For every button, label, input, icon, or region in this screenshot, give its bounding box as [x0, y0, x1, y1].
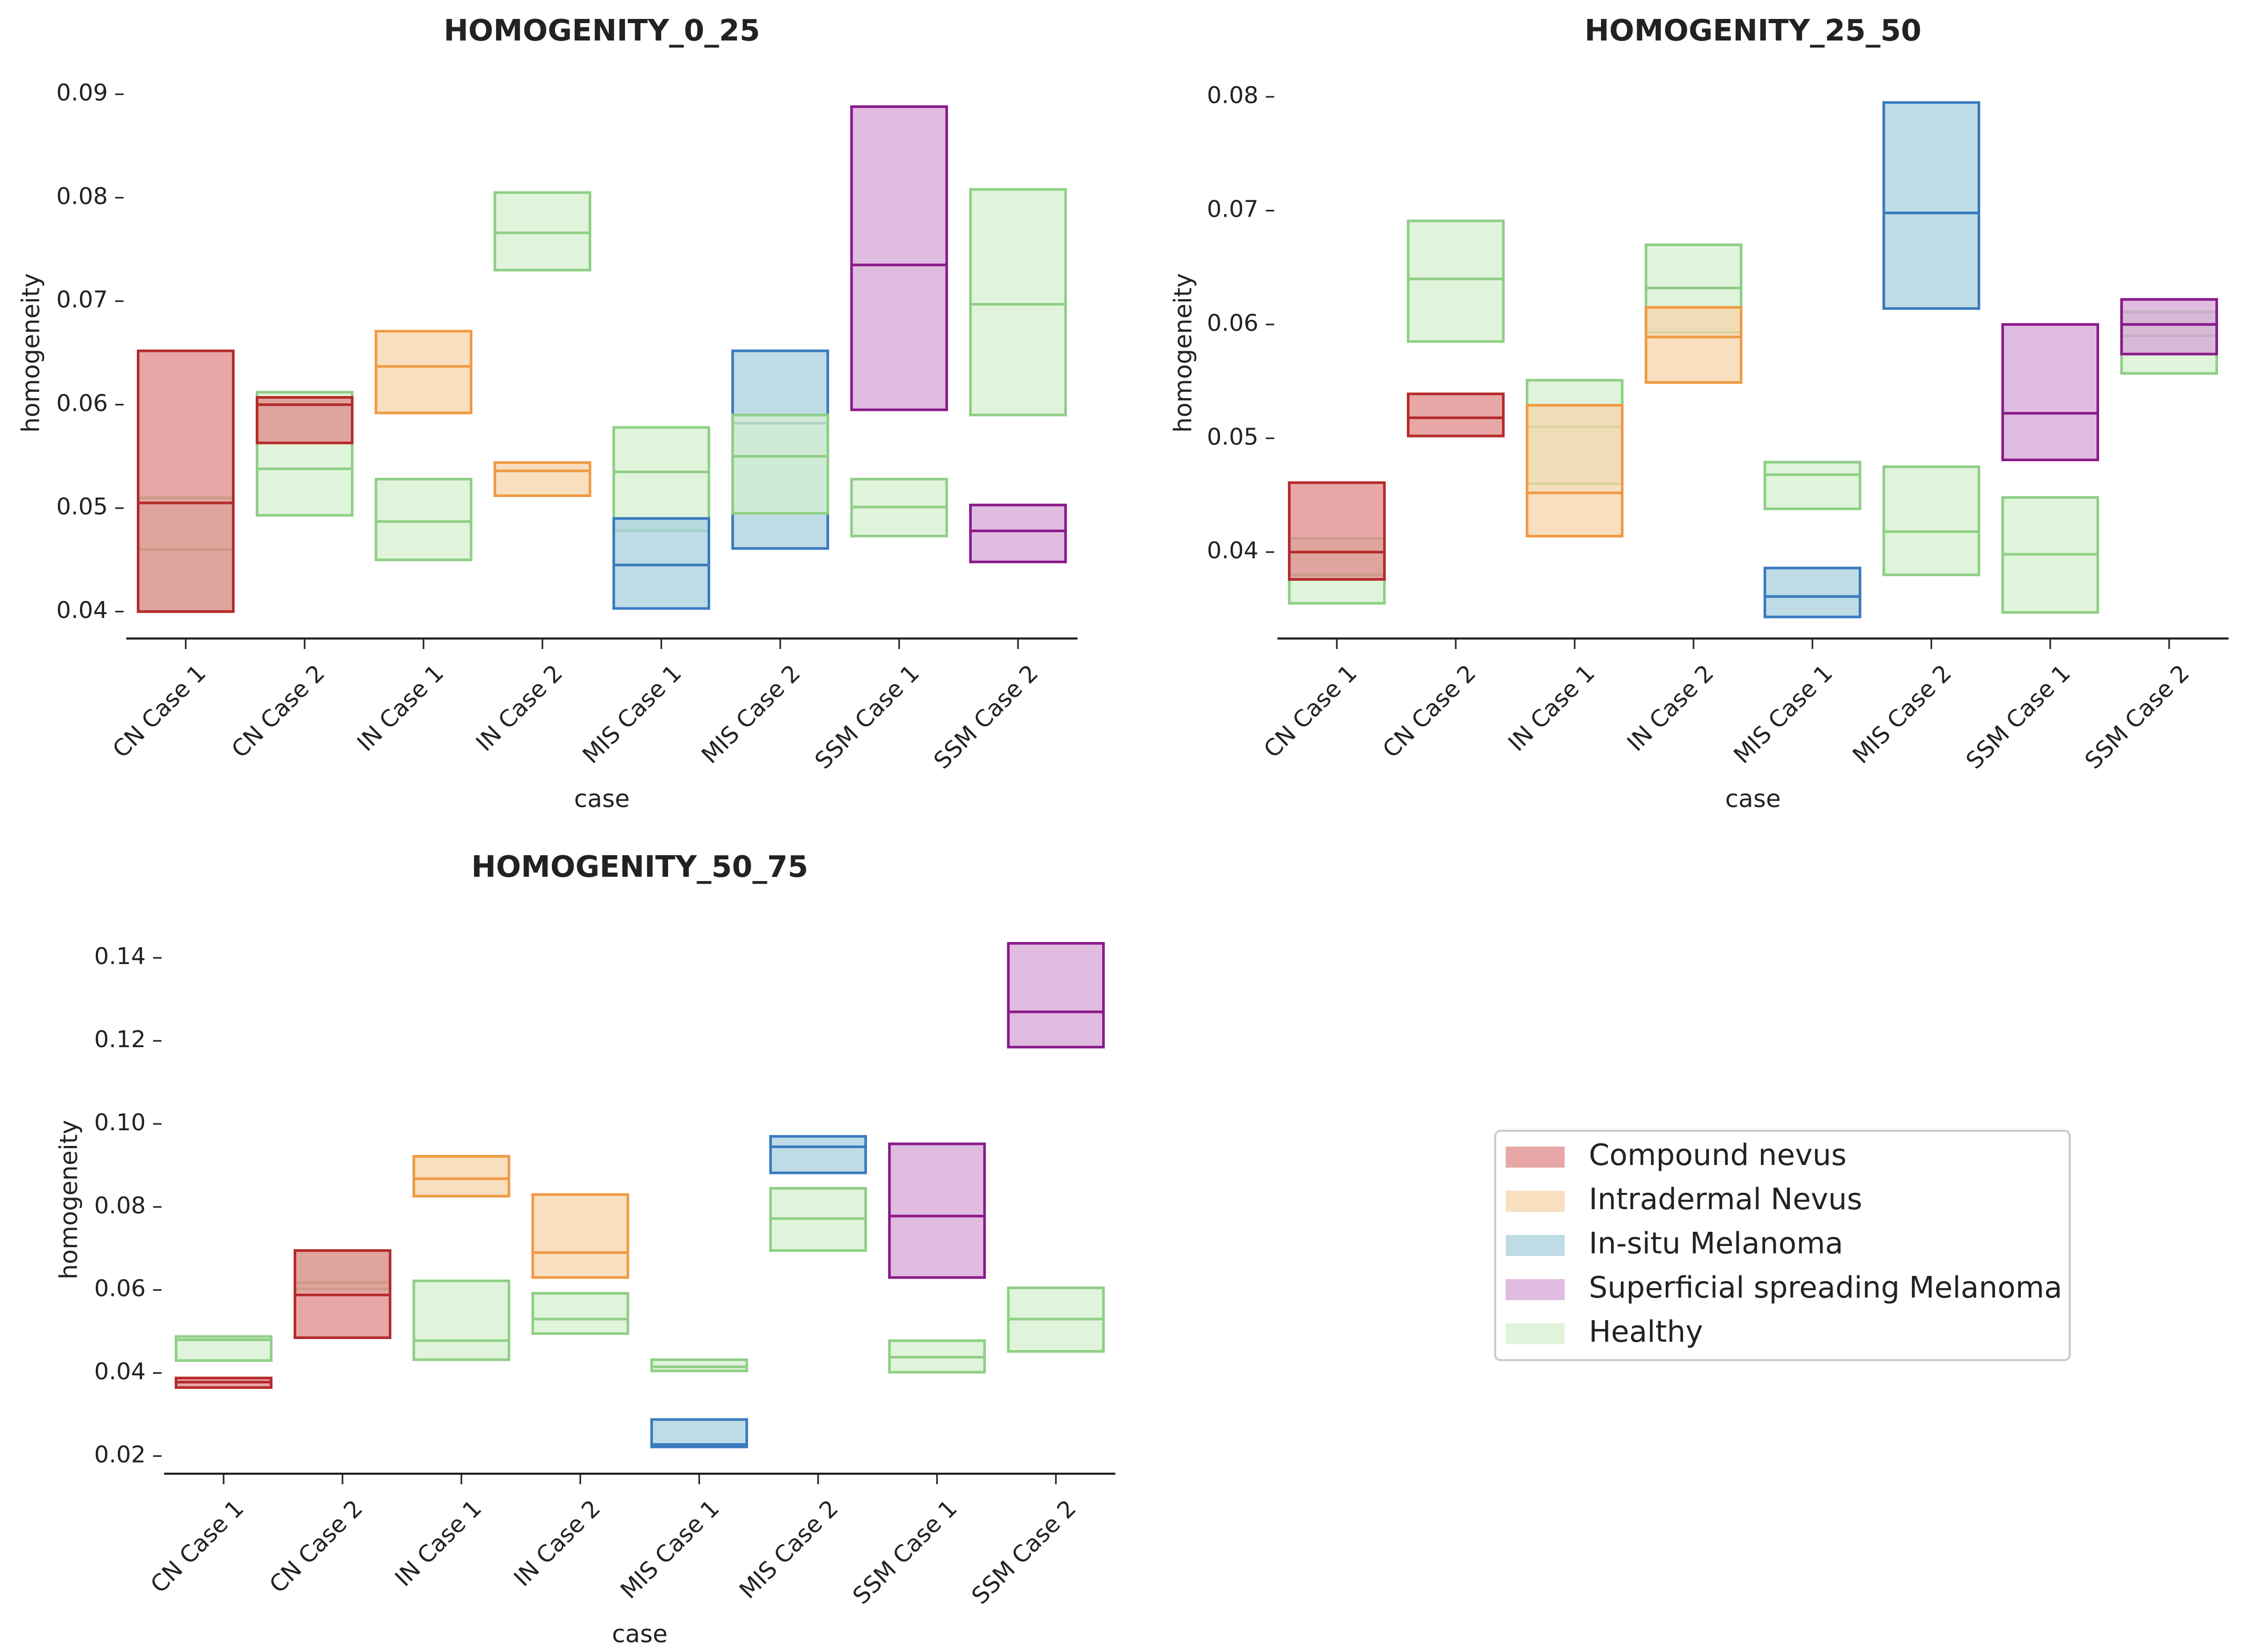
y-axis-label: homogeneity	[17, 273, 45, 432]
box-in-case-2-intradermal-nevus	[531, 1193, 629, 1279]
legend-swatch-healthy	[1506, 1323, 1565, 1344]
box-mis-case-1-in-situ-melanoma	[1764, 566, 1861, 619]
y-tick-label: 0.08	[94, 1192, 146, 1219]
y-tick-label: 0.04	[56, 597, 108, 624]
chart-title: HOMOGENITY_0_25	[444, 14, 760, 48]
box-ssm-case-1-superficial-spreading-melanoma	[850, 105, 948, 411]
x-axis-label: case	[574, 785, 630, 813]
y-axis-label: homogeneity	[55, 1120, 83, 1279]
x-tick-label: IN Case 2	[1622, 660, 1719, 756]
box-in-case-1-intradermal-nevus	[375, 330, 472, 414]
x-tick-label: MIS Case 1	[616, 1495, 725, 1604]
box-ssm-case-1-superficial-spreading-melanoma	[888, 1142, 986, 1279]
x-tick-label: IN Case 1	[390, 1495, 487, 1592]
y-tick-label: 0.06	[56, 390, 108, 417]
y-tick-label: 0.12	[94, 1026, 146, 1053]
box-ssm-case-2-superficial-spreading-melanoma	[969, 503, 1067, 563]
y-tick-label: 0.07	[1207, 196, 1258, 223]
box-in-case-1-intradermal-nevus	[412, 1155, 510, 1198]
y-tick-label: 0.07	[56, 287, 108, 313]
y-tick-label: 0.06	[1207, 310, 1258, 337]
y-tick-label: 0.08	[1207, 82, 1258, 109]
y-tick-label: 0.05	[56, 493, 108, 520]
x-tick-label: SSM Case 2	[966, 1495, 1081, 1609]
x-tick-label: SSM Case 2	[929, 660, 1043, 774]
x-tick-label: CN Case 1	[1259, 660, 1363, 763]
subplot-2: HOMOGENITY_25_50 0.04 0.05 0.06 0.07 0.08 CN C…	[1169, 14, 2229, 813]
box-ssm-case-2-healthy	[969, 188, 1067, 417]
box-mis-case-2-healthy	[731, 413, 829, 515]
box-cn-case-1-compound-nevus	[1288, 481, 1386, 581]
legend: Compound nevus Intradermal Nevus In-situ M…	[1494, 1130, 2071, 1361]
box-in-case-1-intradermal-nevus	[1526, 404, 1624, 538]
x-axis-label: case	[612, 1620, 668, 1648]
legend-label: Healthy	[1589, 1315, 1703, 1349]
x-tick-label: SSM Case 1	[810, 660, 924, 774]
box-in-case-1-healthy	[412, 1279, 510, 1361]
x-tick-label: CN Case 2	[1378, 660, 1482, 763]
box-ssm-case-1-superficial-spreading-melanoma	[2001, 323, 2099, 461]
x-axis-label: case	[1725, 785, 1781, 813]
x-tick-label: MIS Case 1	[1729, 660, 1838, 769]
y-tick-label: 0.14	[94, 943, 146, 970]
legend-label: Intradermal Nevus	[1589, 1182, 1862, 1217]
y-tick-label: 0.10	[94, 1109, 146, 1136]
legend-swatch-in-situ-melanoma	[1506, 1235, 1565, 1256]
y-tick-label: 0.06	[94, 1275, 146, 1302]
box-in-case-1-healthy	[375, 478, 472, 561]
x-tick-label: IN Case 1	[352, 660, 449, 756]
y-tick-label: 0.04	[1207, 538, 1258, 564]
box-mis-case-1-healthy	[1764, 461, 1861, 510]
legend-swatch-superficial-spreading-melanoma	[1506, 1279, 1565, 1300]
box-mis-case-1-healthy	[612, 426, 710, 532]
box-mis-case-2-in-situ-melanoma	[1882, 101, 1980, 310]
x-tick-label: CN Case 2	[265, 1495, 368, 1598]
y-tick-label: 0.04	[94, 1359, 146, 1385]
box-ssm-case-2-superficial-spreading-melanoma	[1007, 942, 1105, 1049]
x-tick-label: SSM Case 2	[2080, 660, 2194, 774]
box-cn-case-1-compound-nevus	[137, 349, 235, 613]
box-mis-case-2-in-situ-melanoma	[769, 1135, 867, 1174]
box-in-case-2-healthy	[493, 191, 591, 272]
x-tick-label: CN Case 1	[108, 660, 211, 763]
box-ssm-case-2-superficial-spreading-melanoma	[2120, 298, 2218, 356]
box-cn-case-2-healthy	[1407, 219, 1505, 343]
x-tick-label: MIS Case 1	[578, 660, 687, 769]
box-mis-case-1-in-situ-melanoma	[650, 1418, 748, 1448]
x-tick-label: IN Case 1	[1503, 660, 1600, 756]
x-tick-label: CN Case 2	[227, 660, 330, 763]
legend-label: Compound nevus	[1589, 1138, 1847, 1172]
box-in-case-2-intradermal-nevus	[493, 461, 591, 497]
box-in-case-2-healthy	[531, 1292, 629, 1335]
x-tick-label: IN Case 2	[509, 1495, 606, 1592]
box-mis-case-2-healthy	[1882, 465, 1980, 576]
x-tick-label: MIS Case 2	[1848, 660, 1957, 769]
legend-frame	[1494, 1130, 2071, 1361]
y-tick-label: 0.05	[1207, 423, 1258, 450]
y-tick-label: 0.02	[94, 1441, 146, 1468]
box-mis-case-1-in-situ-melanoma	[612, 517, 710, 610]
y-axis-label: homogeneity	[1169, 273, 1197, 432]
subplot-1: HOMOGENITY_0_25 0.04 0.05 0.06 0.07 0.08 0.09 C…	[17, 14, 1077, 813]
legend-label: Superficial spreading Melanoma	[1589, 1271, 2062, 1305]
x-tick-label: MIS Case 2	[697, 660, 806, 769]
x-tick-label: IN Case 2	[471, 660, 568, 756]
chart-title: HOMOGENITY_50_75	[471, 850, 808, 884]
box-cn-case-2-compound-nevus	[1407, 392, 1505, 438]
x-tick-label: SSM Case 1	[1961, 660, 2075, 774]
subplot-3: HOMOGENITY_50_75 0.02 0.04 0.06 0.08 0.10 0.12…	[55, 850, 1115, 1648]
legend-label: In-situ Melanoma	[1589, 1227, 1843, 1261]
legend-swatch-compound-nevus	[1506, 1147, 1565, 1168]
x-tick-label: CN Case 1	[146, 1495, 249, 1598]
y-tick-label: 0.08	[56, 183, 108, 210]
box-in-case-2-intradermal-nevus	[1645, 306, 1742, 384]
box-mis-case-1-healthy	[650, 1358, 748, 1373]
y-tick-label: 0.09	[56, 79, 108, 106]
legend-swatch-intradermal-nevus	[1506, 1191, 1565, 1212]
chart-title: HOMOGENITY_25_50	[1585, 14, 1921, 48]
x-tick-label: SSM Case 1	[848, 1495, 962, 1609]
x-tick-label: MIS Case 2	[734, 1495, 844, 1604]
